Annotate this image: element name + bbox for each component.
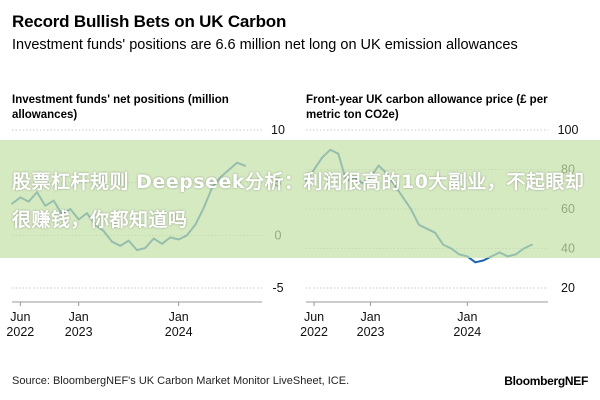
brand-logo: BloombergNEF xyxy=(504,374,588,388)
right-data-point xyxy=(482,259,485,262)
left-x-tick-label: Jan xyxy=(169,310,189,324)
left-y-tick-label: -5 xyxy=(272,281,283,295)
right-x-tick-label: Jun xyxy=(304,310,324,324)
left-x-tick-label: Jun xyxy=(10,310,30,324)
overlay-banner xyxy=(0,140,600,258)
left-x-tick-label: 2023 xyxy=(65,325,93,339)
source-note: Source: BloombergNEF's UK Carbon Market … xyxy=(12,375,350,387)
right-x-tick-label: 2024 xyxy=(453,325,481,339)
chart-subtitle: Investment funds' positions are 6.6 mill… xyxy=(12,37,518,53)
right-x-tick-label: Jan xyxy=(360,310,380,324)
right-y-tick-label: 20 xyxy=(561,281,575,295)
right-x-tick-label: Jan xyxy=(457,310,477,324)
right-x-tick-label: 2022 xyxy=(300,325,328,339)
chart-title: Record Bullish Bets on UK Carbon xyxy=(12,12,287,31)
left-panel-title: Investment funds' net positions (million… xyxy=(12,94,229,121)
left-x-tick-label: 2024 xyxy=(165,325,193,339)
left-x-tick-label: Jan xyxy=(69,310,89,324)
right-panel-title: Front-year UK carbon allowance price (£ … xyxy=(306,94,548,121)
right-data-point xyxy=(474,261,477,264)
left-x-tick-label: 2022 xyxy=(6,325,34,339)
overlay-banner-text: 股票杠杆规则 Deepseek分析：利润很高的10大副业，不起眼却很赚钱，你都知… xyxy=(12,171,585,231)
left-y-tick-label: 10 xyxy=(271,123,285,137)
right-x-tick-label: 2023 xyxy=(357,325,385,339)
right-y-tick-label: 100 xyxy=(558,123,579,137)
